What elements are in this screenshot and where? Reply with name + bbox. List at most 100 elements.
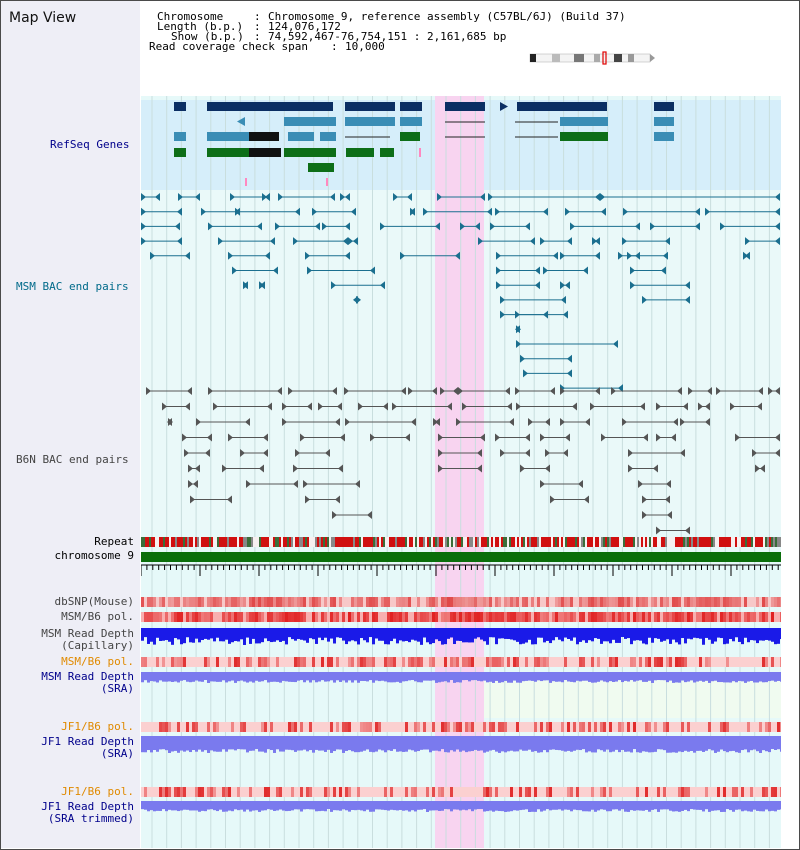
track-label-repeat[interactable]: Repeat: [94, 535, 134, 548]
repeat-segment: [569, 537, 571, 547]
b6n-bac-pair-end: [656, 433, 661, 442]
track-label-msm-read-depth-sra[interactable]: MSM Read Depth: [41, 670, 134, 683]
repeat-segment: [295, 537, 297, 547]
track-label-jf1-read-depth[interactable]: JF1 Read Depth: [41, 735, 134, 748]
jf1-read-depth-trimmed-bar: [246, 801, 249, 810]
jf1-read-depth-bar: [699, 736, 702, 751]
msm-b6-pol-heat-strip-cell: [459, 612, 462, 622]
dbsnp-heat-strip-cell: [360, 597, 363, 607]
msm-b6-pol-heat-strip-cell: [489, 612, 492, 622]
msm-read-depth-capillary-bar: [285, 628, 288, 645]
dbsnp-heat-strip-cell: [402, 597, 405, 607]
b6n-bac-pair-end: [432, 387, 437, 395]
jf1-read-depth-bar: [351, 736, 354, 752]
msm-b6-pol-heat-strip-cell: [516, 612, 519, 622]
jf1-b6-pol-trimmed-heat-strip-cell: [222, 787, 225, 797]
b6n-bac-pair-end: [656, 526, 661, 535]
repeat-segment: [477, 537, 479, 547]
msm-read-depth-sra-bar: [423, 672, 426, 681]
msm-read-depth-capillary-bar: [165, 628, 168, 641]
msm-read-depth-sra-bar: [630, 672, 633, 681]
jf1-read-depth-trimmed-bar: [333, 801, 336, 811]
msm-b6-pol-heat-strip-cell: [144, 612, 147, 622]
dbsnp-heat-strip-cell: [624, 597, 627, 607]
repeat-segment: [143, 537, 145, 547]
msm-b6-pol-heat-strip-cell: [471, 612, 474, 622]
msm-read-depth-sra-bar: [261, 672, 264, 682]
track-label-msm-read-depth-capillary[interactable]: MSM Read Depth: [41, 627, 134, 640]
repeat-segment: [283, 537, 285, 547]
repeat-segment: [465, 537, 467, 547]
repeat-segment: [481, 537, 483, 547]
msm-read-depth-sra-bar: [771, 672, 774, 681]
dbsnp-heat-strip-cell: [702, 597, 705, 607]
track-label-dbsnp[interactable]: dbSNP(Mouse): [54, 595, 134, 608]
jf1-read-depth-bar: [276, 736, 279, 750]
msm-b6-pol-heat-strip-cell: [762, 612, 765, 622]
jf1-read-depth-bar: [162, 736, 165, 750]
jf1-read-depth-trimmed-bar: [456, 801, 459, 810]
msm-read-depth-capillary-bar: [756, 628, 759, 644]
repeat-segment: [715, 537, 717, 547]
msm-read-depth-sra-bar: [348, 672, 351, 681]
length-value: 124,076,172: [268, 20, 341, 33]
msm-bac-pair-end: [561, 295, 566, 304]
b6n-bac-pair-end: [146, 387, 151, 395]
jf1-read-depth-trimmed-bar: [567, 801, 570, 810]
repeat-segment: [717, 537, 719, 547]
msm-b6-pol-heat-strip-cell: [249, 612, 252, 622]
msm-read-depth-capillary-bar: [288, 628, 291, 638]
track-label-chromosome[interactable]: chromosome 9: [54, 549, 134, 562]
jf1-read-depth-trimmed-bar: [486, 801, 489, 812]
msm-bac-pair-end: [775, 193, 780, 201]
chromosome-ideogram[interactable]: [528, 51, 656, 65]
dbsnp-heat-strip-cell: [510, 597, 513, 607]
track-label-jf1-read-depth-trimmed[interactable]: JF1 Read Depth: [41, 800, 134, 813]
msm-b6-pol-sra-heat-strip-cell: [300, 657, 303, 667]
track-label-msm-bac-end-pairs[interactable]: MSM BAC end pairs: [16, 280, 129, 293]
jf1-read-depth-bar: [141, 736, 144, 753]
jf1-read-depth-bar: [447, 736, 450, 753]
dbsnp-heat-strip-cell: [672, 597, 675, 607]
jf1-read-depth-trimmed-bar: [771, 801, 774, 811]
track-label-jf1-b6-pol-trimmed[interactable]: JF1/B6 pol.: [61, 785, 134, 798]
msm-read-depth-capillary-bar: [252, 628, 255, 639]
jf1-read-depth-trimmed-bar: [510, 801, 513, 812]
track-label-refseq-genes[interactable]: RefSeq Genes: [50, 138, 130, 151]
msm-bac-pair-end: [515, 310, 520, 319]
track-label-msm-b6-pol-sra[interactable]: MSM/B6 pol.: [61, 655, 134, 668]
track-label-msm-b6-pol[interactable]: MSM/B6 pol.: [61, 610, 134, 623]
jf1-read-depth-trimmed-bar: [741, 801, 744, 812]
msm-read-depth-capillary-bar: [210, 628, 213, 639]
repeat-segment: [511, 537, 513, 547]
b6n-bac-pair-end: [196, 418, 201, 426]
msm-read-depth-capillary-bar: [228, 628, 231, 644]
track-label-jf1-b6-pol[interactable]: JF1/B6 pol.: [61, 720, 134, 733]
repeat-segment: [291, 537, 293, 547]
jf1-b6-pol-heat-strip-cell: [453, 722, 456, 732]
dbsnp-heat-strip-cell: [189, 597, 192, 607]
msm-b6-pol-sra-heat-strip-cell: [540, 657, 543, 667]
jf1-read-depth-bar: [423, 736, 426, 750]
jf1-read-depth-bar: [480, 736, 483, 751]
jf1-read-depth-trimmed-bar: [498, 801, 501, 812]
msm-b6-pol-heat-strip-cell: [291, 612, 294, 622]
jf1-b6-pol-trimmed-heat-strip-cell: [603, 787, 606, 797]
ideogram-position-marker: [602, 51, 607, 65]
msm-read-depth-sra-bar: [357, 672, 360, 683]
msm-bac-pair-end: [665, 237, 670, 246]
jf1-read-depth-trimmed-bar: [300, 801, 303, 812]
msm-read-depth-sra-bar: [186, 672, 189, 682]
jf1-read-depth-bar: [306, 736, 309, 752]
repeat-segment: [261, 537, 263, 547]
msm-read-depth-capillary-bar: [225, 628, 228, 640]
track-label-b6n-bac-end-pairs[interactable]: B6N BAC end pairs: [16, 453, 129, 466]
genome-track-canvas[interactable]: [141, 96, 781, 848]
msm-read-depth-sra-bar: [606, 672, 609, 683]
repeat-segment: [311, 537, 313, 547]
jf1-b6-pol-trimmed-heat-strip-cell: [348, 787, 351, 797]
jf1-b6-pol-trimmed-heat-strip-cell: [198, 787, 201, 797]
msm-read-depth-sra-bar: [450, 672, 453, 681]
jf1-read-depth-bar: [417, 736, 420, 752]
repeat-segment: [253, 537, 255, 547]
